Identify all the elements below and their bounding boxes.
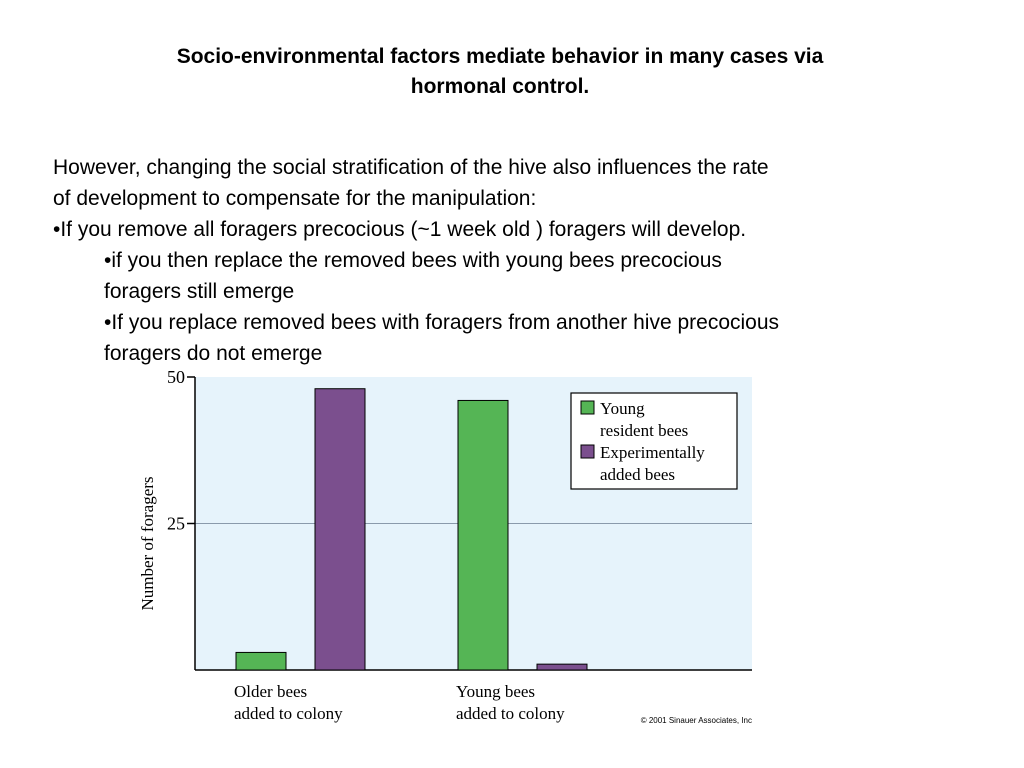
- bar: [314, 388, 366, 671]
- bar: [536, 663, 588, 671]
- paragraph-line-1: However, changing the social stratificat…: [53, 156, 769, 179]
- bullet-1: •If you remove all foragers precocious (…: [53, 218, 747, 241]
- legend-swatch: [580, 444, 595, 459]
- paragraph-line-2: of development to compensate for the man…: [53, 187, 537, 210]
- legend-box: [570, 392, 738, 490]
- foragers-bar-chart: 25 50 Number of foragers Older bees added to…: [138, 367, 752, 725]
- x-category-label: added to colony: [456, 704, 565, 723]
- bar: [457, 399, 509, 671]
- y-tick-label: 50: [167, 367, 185, 387]
- legend-label: resident bees: [600, 421, 688, 440]
- slide-body: However, changing the social stratificat…: [53, 152, 953, 369]
- y-axis-label: Number of foragers: [138, 476, 157, 610]
- copyright-text: © 2001 Sinauer Associates, Inc: [641, 716, 752, 725]
- sub-bullet-1-line-1: •if you then replace the removed bees wi…: [104, 249, 722, 272]
- legend-label: added bees: [600, 465, 675, 484]
- x-category-label: Young bees: [456, 682, 535, 701]
- x-category-label: Older bees: [234, 682, 307, 701]
- legend-label: Experimentally: [600, 443, 705, 462]
- legend-swatch: [580, 400, 595, 415]
- sub-bullet-2-line-1: •If you replace removed bees with forage…: [104, 311, 780, 334]
- bar: [235, 651, 287, 671]
- x-category-label: added to colony: [234, 704, 343, 723]
- title-line-1: Socio-environmental factors mediate beha…: [176, 45, 824, 68]
- legend-label: Young: [600, 399, 645, 418]
- title-line-2: hormonal control.: [410, 75, 590, 98]
- sub-bullet-2-line-2: foragers do not emerge: [104, 342, 323, 365]
- slide-title: Socio-environmental factors mediate beha…: [60, 42, 940, 102]
- sub-bullet-1-line-2: foragers still emerge: [104, 280, 295, 303]
- y-tick-label: 25: [167, 514, 185, 534]
